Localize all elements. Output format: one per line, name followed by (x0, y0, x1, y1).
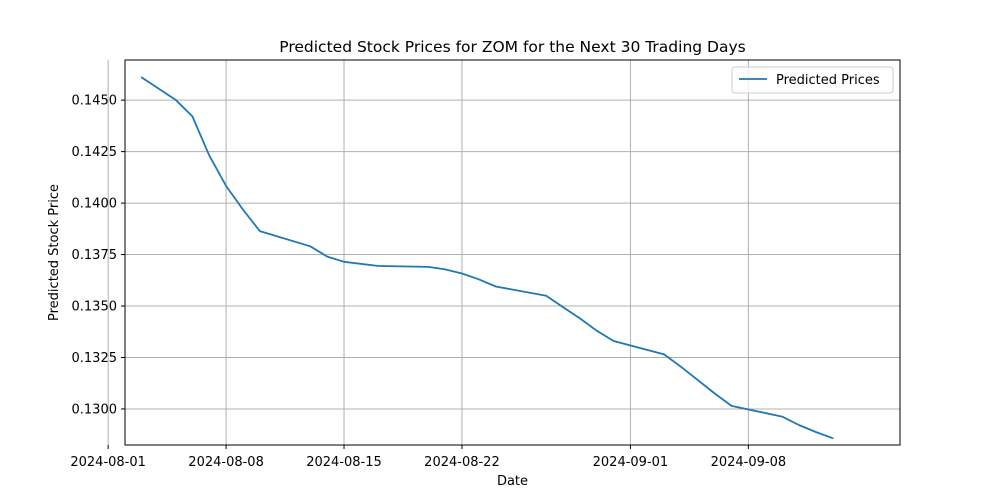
y-tick-label: 0.1400 (72, 197, 118, 212)
x-tick-label: 2024-08-22 (424, 455, 500, 470)
x-tick-label: 2024-08-15 (306, 455, 382, 470)
y-tick-label: 0.1350 (72, 300, 118, 315)
x-axis: 2024-08-01 2024-08-08 2024-08-15 2024-08-22… (70, 445, 786, 470)
y-axis: 0.1300 0.1325 0.1350 0.1375 0.1400 0.1425 0.14… (72, 94, 125, 417)
grid (107, 60, 900, 445)
series-line-predicted-prices (140, 76, 834, 440)
x-tick-label: 2024-08-08 (188, 455, 264, 470)
y-tick-label: 0.1325 (72, 351, 118, 366)
x-axis-label: Date (497, 474, 528, 489)
chart-title: Predicted Stock Prices for ZOM for the N… (279, 38, 745, 56)
x-tick-label: 2024-09-08 (711, 455, 787, 470)
legend-box (731, 66, 894, 94)
x-tick-label: 2024-08-01 (70, 455, 146, 470)
legend-label: Predicted Prices (776, 73, 880, 88)
plot-frame (124, 59, 901, 446)
x-tick-label: 2024-09-01 (593, 455, 669, 470)
y-tick-label: 0.1425 (72, 145, 118, 160)
series-layer (140, 76, 834, 440)
y-tick-label: 0.1450 (72, 94, 118, 109)
y-axis-label: Predicted Stock Price (47, 184, 62, 321)
legend: Predicted Prices (731, 66, 894, 94)
y-tick-label: 0.1300 (72, 402, 118, 417)
y-tick-label: 0.1375 (72, 248, 118, 263)
